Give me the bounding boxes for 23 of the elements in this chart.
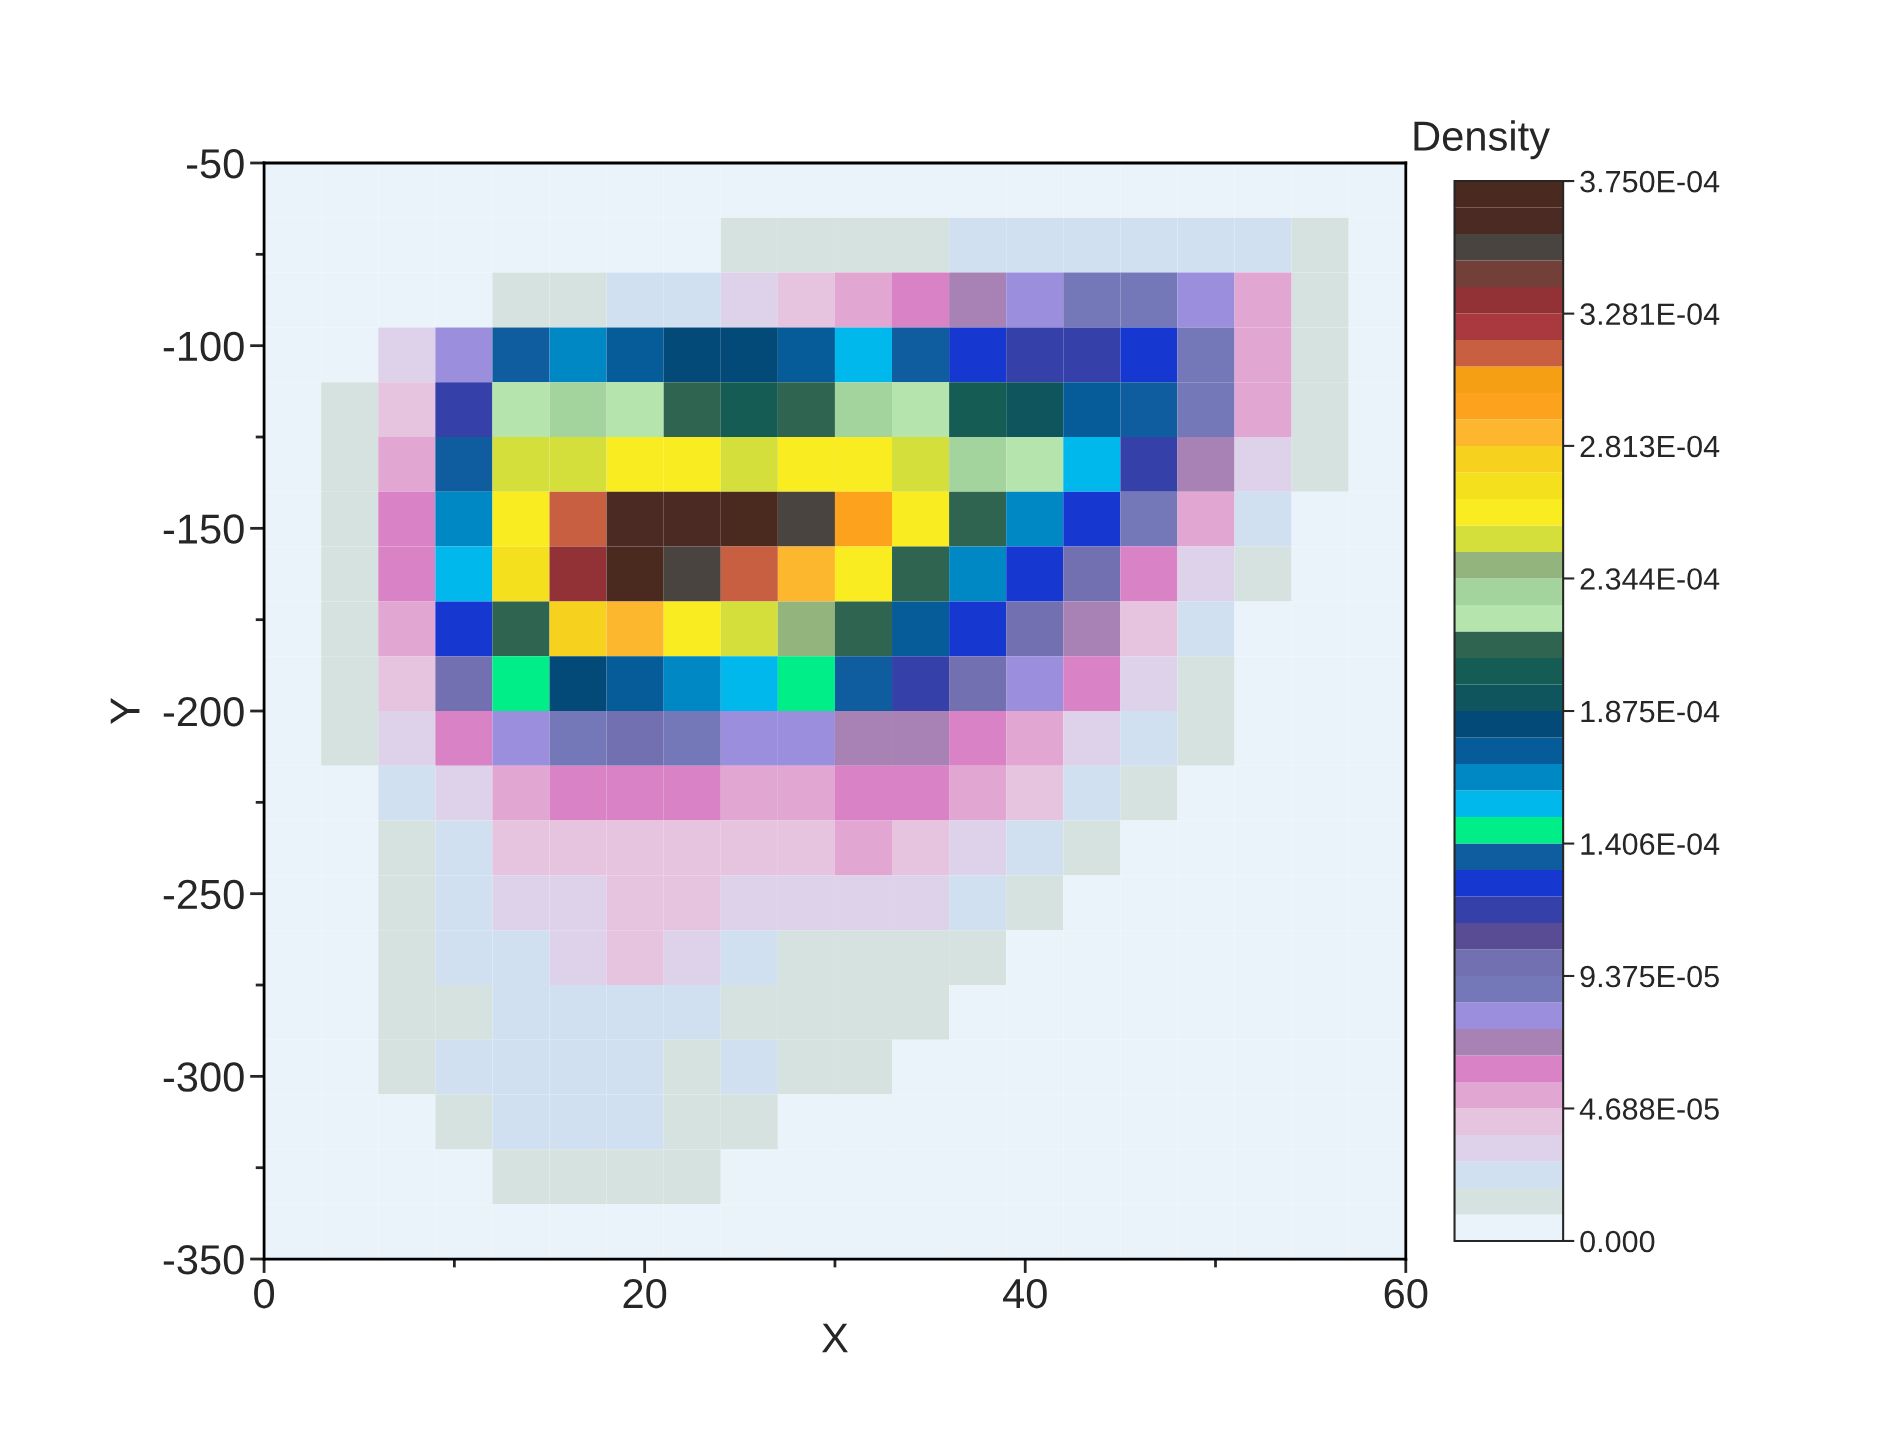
color-bar-label: 9.375E-05 [1580,965,1719,988]
y-tick-label: -350 [163,1245,244,1275]
x-tick-label: 0 [254,1278,275,1309]
y-tick-label: -200 [163,697,244,727]
y-tick-label: -100 [163,331,244,362]
x-axis-title: X [821,1323,848,1353]
x-tick-label: 40 [1003,1278,1047,1309]
y-tick-label: -250 [163,879,244,910]
color-bar-label: 1.406E-04 [1581,833,1720,855]
color-bar-title: Density [1414,120,1550,160]
color-bar-label: 3.281E-04 [1580,303,1720,325]
x-tick-label: 20 [623,1278,667,1309]
color-bar-label: 1.875E-04 [1581,700,1720,723]
color-bar-label: 0.000 [1580,1230,1655,1253]
y-axis-title: Y [110,698,140,724]
y-tick-label: -150 [163,514,244,544]
color-bar-label: 2.344E-04 [1580,568,1720,590]
x-tick-label: 60 [1384,1278,1428,1309]
color-bar-label: 4.688E-05 [1579,1098,1719,1120]
color-bar-label: 2.813E-04 [1580,435,1720,458]
color-bar-label: 3.750E-04 [1580,170,1720,193]
y-tick-label: -50 [186,149,244,179]
y-tick-label: -300 [163,1062,244,1092]
